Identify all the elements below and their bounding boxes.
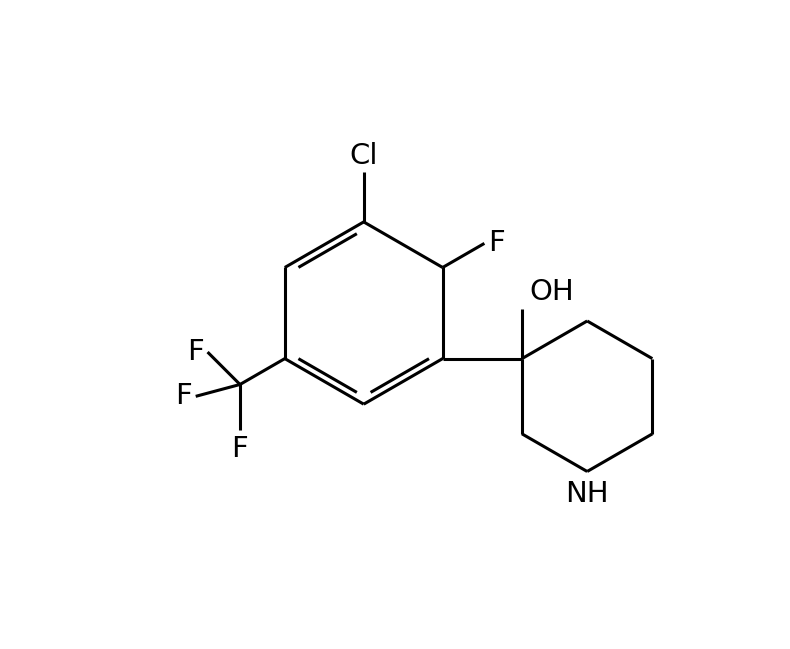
Text: OH: OH	[529, 278, 574, 306]
Text: Cl: Cl	[349, 141, 378, 169]
Text: NH: NH	[566, 480, 609, 508]
Text: F: F	[187, 338, 204, 366]
Text: F: F	[231, 435, 248, 463]
Text: F: F	[175, 382, 192, 410]
Text: F: F	[488, 229, 506, 258]
